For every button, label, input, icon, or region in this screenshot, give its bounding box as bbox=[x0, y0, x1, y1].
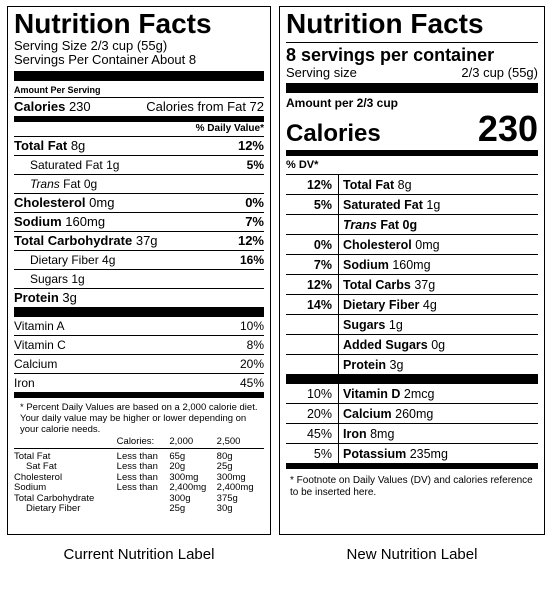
table-row: Trans Fat 0g bbox=[286, 214, 538, 235]
new-nutrient-table: 12% Total Fat 8g 5% Saturated Fat 1g Trans… bbox=[286, 174, 538, 374]
table-row: 5% Saturated Fat 1g bbox=[286, 194, 538, 215]
table-row: 7% Sodium 160mg bbox=[286, 254, 538, 275]
divider-medium bbox=[14, 392, 264, 398]
table-row: Added Sugars 0g bbox=[286, 334, 538, 355]
table-row: Total Carbohydrate 300g 375g bbox=[14, 492, 238, 504]
current-row-vitamin-c: Vitamin C 8% bbox=[14, 335, 264, 354]
table-row: 45% Iron 8mg bbox=[286, 423, 538, 444]
current-daily-value-reference-table: Calories: 2,000 2,500 Total Fat Less than… bbox=[14, 436, 264, 515]
new-dv-header: % DV* bbox=[286, 159, 319, 171]
new-amount-per: Amount per 2/3 cup bbox=[286, 96, 399, 110]
current-servings-per-container: Servings Per Container About 8 bbox=[14, 52, 197, 67]
new-vitamin-table: 10% Vitamin D 2mcg 20% Calcium 260mg 45% Ir… bbox=[286, 384, 538, 463]
divider-thick bbox=[14, 71, 264, 81]
table-row: 10% Vitamin D 2mcg bbox=[286, 384, 538, 404]
current-row-saturated-fat: Saturated Fat 1g 5% bbox=[14, 155, 264, 174]
current-calories-from-fat: Calories from Fat 72 bbox=[146, 99, 264, 114]
table-row: Total Fat Less than 65g 80g bbox=[14, 450, 233, 462]
current-calories-label: Calories bbox=[14, 99, 66, 114]
current-row-sugars: Sugars 1g bbox=[14, 269, 264, 288]
new-servings-per-container: 8 servings per container bbox=[286, 45, 495, 65]
new-label-caption: New Nutrition Label bbox=[346, 546, 478, 563]
new-label-title: Nutrition Facts bbox=[286, 8, 484, 39]
table-row: Dietary Fiber 25g 30g bbox=[26, 503, 233, 514]
current-calories-row: Calories 230 Calories from Fat 72 bbox=[14, 97, 264, 116]
current-row-total-fat: Total Fat 8g 12% bbox=[14, 136, 264, 153]
divider-thick bbox=[14, 307, 264, 317]
new-serving-size-value: 2/3 cup (55g) bbox=[461, 65, 538, 80]
table-row: 0% Cholesterol 0mg bbox=[286, 234, 538, 255]
table-row: 14% Dietary Fiber 4g bbox=[286, 294, 538, 315]
table-row: 20% Calcium 260mg bbox=[286, 403, 538, 424]
current-serving-size: Serving Size 2/3 cup (55g) bbox=[14, 38, 168, 53]
new-calories-label: Calories bbox=[286, 120, 381, 147]
table-row: 12% Total Fat 8g bbox=[286, 174, 538, 195]
table-row: 12% Total Carbs 37g bbox=[286, 274, 538, 295]
current-label-title: Nutrition Facts bbox=[14, 8, 212, 39]
table-row: Sat Fat Less than 20g 25g bbox=[26, 461, 233, 472]
table-row: Protein 3g bbox=[286, 354, 538, 374]
current-row-dietary-fiber: Dietary Fiber 4g 16% bbox=[14, 250, 264, 269]
current-row-cholesterol: Cholesterol 0mg 0% bbox=[14, 193, 264, 210]
current-label-caption: Current Nutrition Label bbox=[63, 546, 215, 563]
new-serving-size-row: Serving size 2/3 cup (55g) bbox=[286, 65, 538, 83]
table-row: Sodium Less than 2,400mg 2,400mg bbox=[14, 482, 254, 493]
divider-thin bbox=[286, 42, 538, 43]
table-row: Cholesterol Less than 300mg 300mg bbox=[14, 471, 246, 483]
divider-medium bbox=[286, 463, 538, 469]
new-calories-row: Calories 230 bbox=[286, 110, 538, 148]
current-row-vitamin-a: Vitamin A 10% bbox=[14, 319, 264, 333]
current-footnote: * Percent Daily Values are based on a 2,… bbox=[20, 402, 258, 435]
current-amount-per-serving: Amount Per Serving bbox=[14, 85, 101, 95]
current-calories-value: 230 bbox=[68, 99, 91, 114]
current-daily-value-header: % Daily Value* bbox=[195, 123, 264, 134]
current-row-sodium: Sodium 160mg 7% bbox=[14, 212, 264, 229]
current-row-total-carbohydrate: Total Carbohydrate 37g 12% bbox=[14, 231, 264, 248]
divider-thick bbox=[286, 83, 538, 93]
table-row: Sugars 1g bbox=[286, 314, 538, 335]
table-row: 5% Potassium 235mg bbox=[286, 443, 538, 463]
current-nutrition-label: Nutrition Facts Serving Size 2/3 cup (55… bbox=[7, 6, 271, 535]
table-row: Calories: 2,000 2,500 bbox=[14, 436, 264, 448]
current-row-trans-fat: Trans Fat 0g bbox=[14, 174, 264, 193]
current-row-iron: Iron 45% bbox=[14, 373, 264, 392]
new-nutrition-label: Nutrition Facts 8 servings per container… bbox=[279, 6, 545, 535]
new-footnote: * Footnote on Daily Values (DV) and calo… bbox=[290, 475, 533, 498]
new-serving-size-label: Serving size bbox=[286, 65, 357, 80]
divider-medium bbox=[14, 116, 264, 122]
new-calories-value: 230 bbox=[477, 108, 538, 149]
current-row-calcium: Calcium 20% bbox=[14, 354, 264, 373]
divider-medium bbox=[286, 150, 538, 156]
divider-thick bbox=[286, 374, 538, 384]
current-row-protein: Protein 3g bbox=[14, 288, 264, 307]
